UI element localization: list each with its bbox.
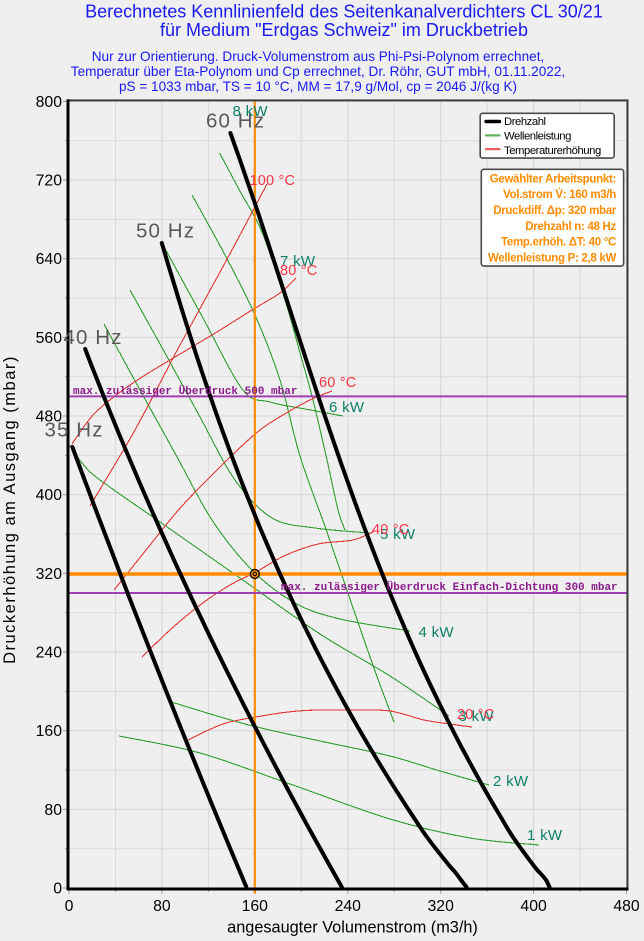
svg-text:160: 160 [36,723,63,740]
svg-text:für Medium "Erdgas Schweiz" im: für Medium "Erdgas Schweiz" im Druckbetr… [160,20,528,40]
svg-text:Vol.strom V̇: 160 m3/h: Vol.strom V̇: 160 m3/h [503,188,616,201]
svg-text:Wellenleistung P: 2,8 kW: Wellenleistung P: 2,8 kW [488,252,617,264]
svg-text:Druckdiff. Δp: 320 mbar: Druckdiff. Δp: 320 mbar [493,205,617,217]
svg-text:20 °C: 20 °C [457,707,494,723]
svg-text:max. zulässiger Überdruck 500: max. zulässiger Überdruck 500 mbar [73,385,297,398]
svg-text:max. zulässiger Überdruck Einf: max. zulässiger Überdruck Einfach-Dichtu… [281,581,618,594]
svg-text:800: 800 [36,94,63,111]
svg-text:320: 320 [36,566,63,583]
svg-text:Wellenleistung: Wellenleistung [504,131,571,143]
svg-text:480: 480 [613,898,640,915]
svg-text:Temperaturerhöhung: Temperaturerhöhung [504,145,601,157]
svg-text:Berechnetes Kennlinienfeld des: Berechnetes Kennlinienfeld des Seitenkan… [85,2,603,22]
svg-text:2 kW: 2 kW [493,773,529,790]
svg-text:Nur zur Orientierung. Druck-Vo: Nur zur Orientierung. Druck-Volumenstrom… [92,49,545,64]
svg-text:240: 240 [36,645,63,662]
svg-text:angesaugter Volumenstrom (m3/h: angesaugter Volumenstrom (m3/h) [227,919,478,937]
svg-text:35 Hz: 35 Hz [45,419,104,442]
svg-text:40 Hz: 40 Hz [64,326,123,349]
svg-text:pS = 1033 mbar, TS = 10 °C, MM: pS = 1033 mbar, TS = 10 °C, MM = 17,9 g/… [119,79,517,94]
svg-text:160: 160 [242,898,269,915]
svg-text:Drehzahl n: 48 Hz: Drehzahl n: 48 Hz [525,221,616,233]
svg-text:1 kW: 1 kW [527,827,563,844]
svg-text:560: 560 [36,330,63,347]
svg-text:60 Hz: 60 Hz [206,110,265,133]
svg-text:6 kW: 6 kW [329,399,365,416]
svg-text:0: 0 [65,898,74,915]
svg-text:80: 80 [44,802,62,819]
svg-text:3 kW: 3 kW [459,708,495,725]
svg-text:720: 720 [36,173,63,190]
svg-text:100 °C: 100 °C [250,173,296,189]
svg-text:Temp.erhöh. ΔT: 40 °C: Temp.erhöh. ΔT: 40 °C [501,237,616,249]
svg-text:240: 240 [335,898,362,915]
svg-text:480: 480 [36,409,63,426]
svg-text:4 kW: 4 kW [419,624,455,641]
svg-text:40 °C: 40 °C [372,522,409,538]
svg-text:Drehzahl: Drehzahl [504,116,546,128]
svg-text:640: 640 [36,251,63,268]
svg-text:7 kW: 7 kW [280,253,316,270]
svg-text:80: 80 [153,898,171,915]
svg-text:5 kW: 5 kW [380,526,416,543]
svg-text:Gewählter Arbeitspunkt:: Gewählter Arbeitspunkt: [490,173,616,185]
svg-text:0: 0 [53,881,62,898]
svg-text:Druckerhöhung am Ausgang (mbar: Druckerhöhung am Ausgang (mbar) [1,355,19,664]
svg-text:60 °C: 60 °C [319,375,356,391]
svg-text:8 kW: 8 kW [233,103,269,120]
svg-text:400: 400 [36,487,63,504]
svg-text:320: 320 [428,898,455,915]
svg-text:80 °C: 80 °C [280,263,317,279]
svg-text:400: 400 [520,898,547,915]
svg-text:50 Hz: 50 Hz [136,220,195,243]
svg-text:Temperatur über Eta-Polynom un: Temperatur über Eta-Polynom und Cp errec… [71,64,565,79]
